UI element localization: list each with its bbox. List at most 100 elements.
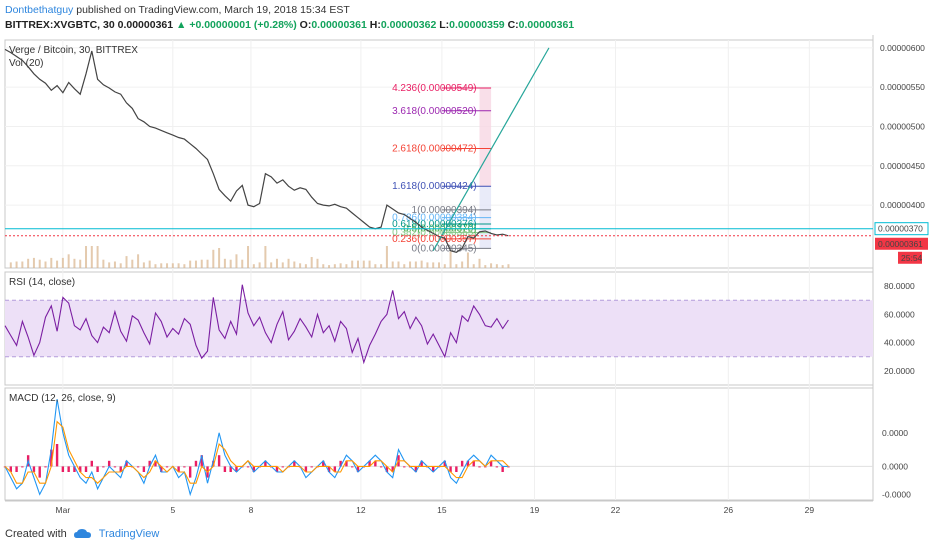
volume-bar bbox=[426, 262, 429, 268]
volume-bar bbox=[160, 263, 163, 268]
macd-histogram-bar bbox=[212, 460, 215, 467]
macd-tick-label: 0.0000 bbox=[882, 428, 908, 438]
volume-bar bbox=[247, 246, 250, 268]
volume-bar bbox=[374, 264, 377, 268]
volume-bar bbox=[108, 262, 111, 268]
volume-bar bbox=[293, 261, 296, 268]
volume-bar bbox=[194, 260, 197, 268]
macd-histogram-bar bbox=[460, 460, 464, 467]
macd-histogram-bar bbox=[466, 460, 470, 467]
macd-histogram-bar bbox=[229, 466, 232, 472]
volume-bar bbox=[362, 260, 365, 268]
fib-level-label: 0(0.00000345) bbox=[412, 243, 477, 254]
volume-bar bbox=[316, 258, 319, 268]
open-value: 0.00000361 bbox=[311, 19, 367, 31]
close-value: 0.00000361 bbox=[518, 19, 575, 31]
macd-histogram-bar bbox=[154, 460, 157, 467]
volume-bar bbox=[461, 261, 464, 268]
macd-histogram-bar bbox=[507, 466, 510, 468]
macd-histogram-bar bbox=[420, 460, 423, 467]
macd-histogram-bar bbox=[489, 460, 493, 467]
tradingview-cloud-icon bbox=[73, 529, 91, 538]
macd-histogram-bar bbox=[84, 466, 88, 472]
macd-histogram-bar bbox=[217, 455, 221, 467]
volume-bar bbox=[44, 261, 47, 268]
macd-histogram-bar bbox=[55, 444, 59, 467]
volume-bar bbox=[270, 262, 273, 268]
fib-level-label: 1(0.00000394) bbox=[412, 205, 477, 216]
volume-bar bbox=[56, 260, 59, 268]
volume-bar bbox=[403, 264, 406, 268]
macd-histogram-bar bbox=[478, 466, 481, 468]
macd-tick-label: -0.0000 bbox=[882, 489, 911, 499]
macd-histogram-bar bbox=[351, 466, 354, 468]
volume-bar bbox=[258, 262, 261, 268]
author-link[interactable]: Dontbethatguy bbox=[5, 4, 74, 16]
macd-histogram-bar bbox=[322, 460, 325, 467]
macd-histogram-bar bbox=[136, 466, 140, 468]
volume-bar bbox=[229, 259, 232, 268]
volume-bar bbox=[495, 264, 498, 268]
fib-level-label: 0.382(0.00000365) bbox=[392, 228, 477, 239]
macd-histogram-bar bbox=[61, 466, 65, 472]
volume-bar bbox=[235, 254, 238, 268]
macd-histogram-bar bbox=[432, 466, 435, 472]
macd-histogram-bar bbox=[356, 466, 360, 472]
macd-histogram-bar bbox=[304, 466, 308, 472]
high-label: H: bbox=[369, 19, 381, 31]
rsi-tick-label: 80.0000 bbox=[884, 281, 915, 291]
macd-histogram-bar bbox=[235, 466, 238, 472]
macd-histogram-bar bbox=[194, 460, 198, 467]
x-tick-label: 22 bbox=[611, 505, 621, 515]
fib-level-label: 4.236(0.00000549) bbox=[392, 83, 477, 94]
fib-level-label: 0.786(0.00000384) bbox=[392, 213, 477, 224]
macd-histogram-bar bbox=[368, 460, 371, 467]
x-tick-label: 12 bbox=[356, 505, 366, 515]
price-change: ▲ +0.00000001 (+0.28%) bbox=[176, 19, 297, 31]
volume-bar bbox=[241, 259, 244, 268]
macd-histogram-bar bbox=[327, 466, 331, 472]
volume-bar bbox=[409, 261, 412, 268]
price-tick-label: 0.00000400 bbox=[880, 200, 925, 210]
volume-bar bbox=[322, 264, 325, 268]
macd-histogram-bar bbox=[339, 460, 342, 467]
pane-border bbox=[4, 387, 874, 501]
macd-histogram-bar bbox=[50, 449, 53, 467]
volume-bar bbox=[310, 257, 313, 268]
footer: Created with TradingView bbox=[5, 528, 159, 540]
macd-histogram-bar bbox=[38, 466, 41, 478]
volume-bar bbox=[287, 258, 290, 268]
macd-histogram-bar bbox=[495, 466, 499, 468]
macd-histogram-bar bbox=[345, 460, 348, 467]
rsi-title: RSI (14, close) bbox=[9, 277, 75, 288]
macd-title: MACD (12, 26, close, 9) bbox=[9, 393, 116, 404]
low-label: L: bbox=[439, 19, 450, 31]
macd-histogram-bar bbox=[200, 455, 203, 467]
macd-histogram-bar bbox=[73, 466, 76, 472]
volume-bar bbox=[466, 252, 469, 268]
volume-bar bbox=[380, 264, 383, 268]
volume-bar bbox=[478, 258, 481, 268]
cyan-price-badge-text: 0.00000370 bbox=[878, 224, 923, 234]
macd-histogram-bar bbox=[79, 466, 82, 472]
volume-bar bbox=[391, 261, 394, 268]
fib-level-label: 1.618(0.00000424) bbox=[392, 181, 477, 192]
tradingview-brand[interactable]: TradingView bbox=[98, 528, 160, 540]
x-tick-label: 26 bbox=[724, 505, 734, 515]
volume-bar bbox=[38, 259, 41, 268]
rsi-tick-label: 40.0000 bbox=[884, 338, 915, 348]
volume-bar bbox=[484, 265, 487, 268]
macd-histogram-bar bbox=[443, 460, 446, 467]
x-tick-label: 29 bbox=[805, 505, 815, 515]
macd-histogram-bar bbox=[379, 466, 383, 468]
published-text: published on TradingView.com, March 19, … bbox=[76, 4, 350, 16]
volume-label: Vol (20) bbox=[9, 58, 43, 69]
high-value: 0.00000362 bbox=[380, 19, 437, 31]
volume-bar bbox=[119, 263, 122, 268]
macd-histogram-bar bbox=[455, 466, 458, 472]
volume-bar bbox=[148, 260, 151, 268]
volume-bar bbox=[281, 262, 284, 268]
volume-bar bbox=[501, 265, 504, 268]
volume-bar bbox=[61, 257, 64, 268]
chart-canvas[interactable]: Mar 5 8 12 15 19 22 26 29 0.00000600 0.00000550 0.0… bbox=[0, 35, 932, 523]
